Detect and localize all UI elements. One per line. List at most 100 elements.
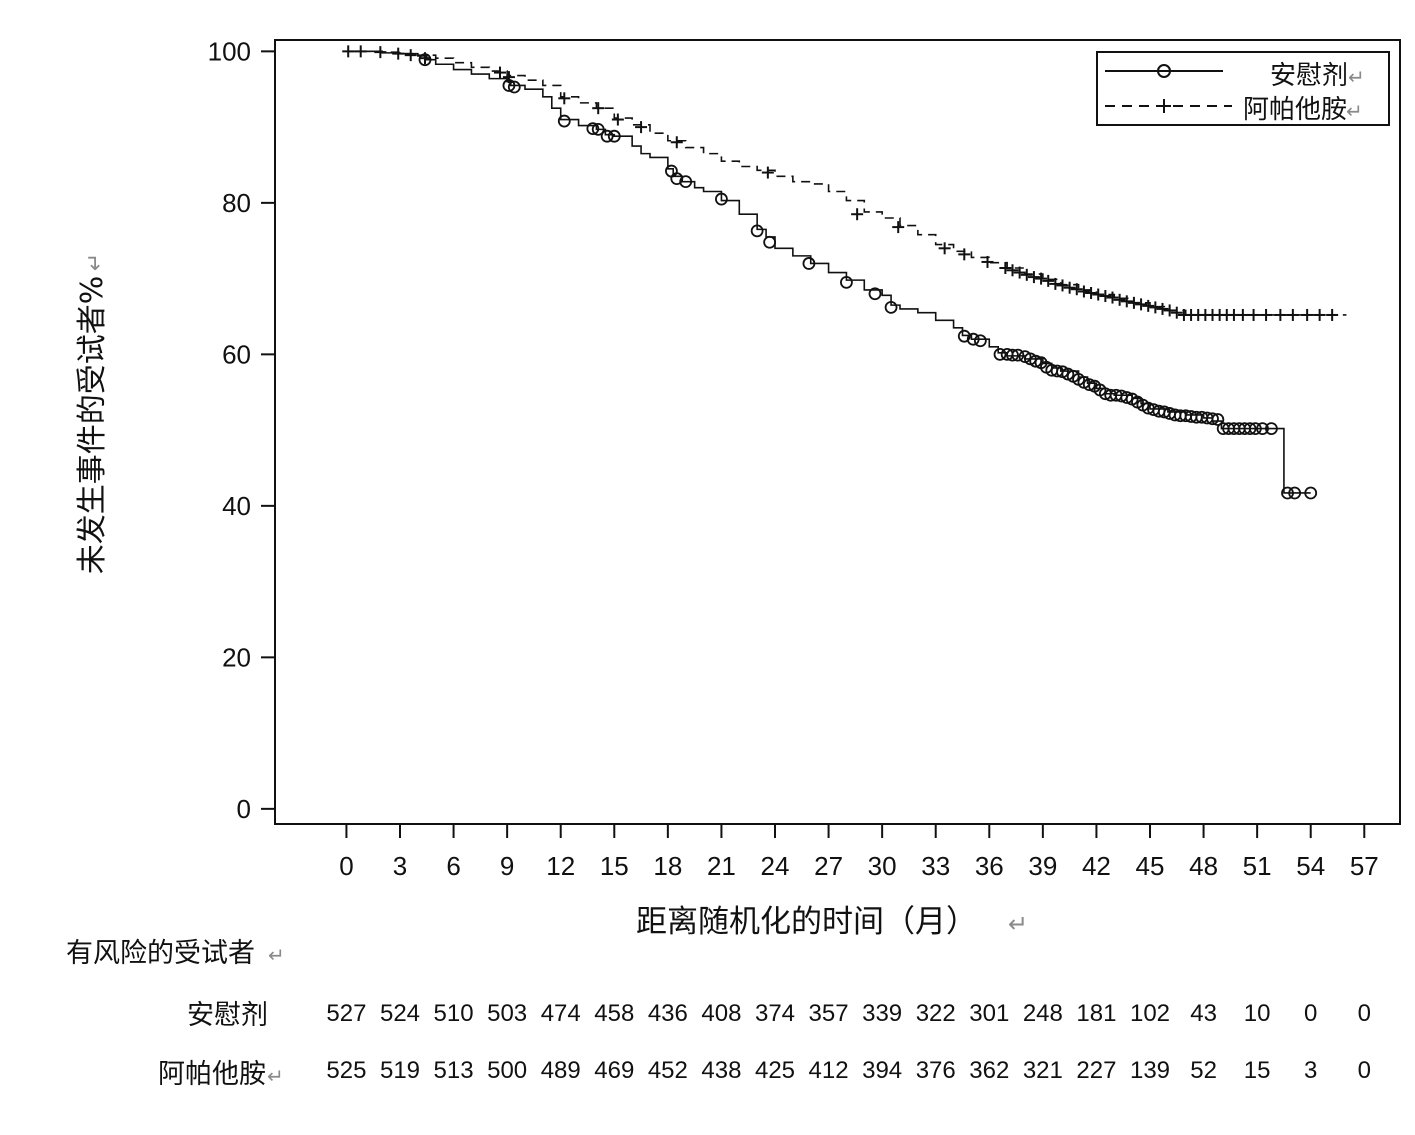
censor-mark-s1-25: [1042, 274, 1055, 287]
censor-mark-s1-16: [938, 242, 951, 255]
x-tick-label-30: 30: [868, 851, 897, 881]
at-risk-title: 有风险的受试者: [66, 938, 255, 969]
series-layer: [342, 45, 1347, 500]
censor-mark-s1-18: [981, 255, 994, 268]
legend-label-apalutamide: 阿帕他胺: [1243, 95, 1347, 125]
censor-mark-s0-13: [763, 235, 777, 249]
at-risk-value-r1-13: 321: [1023, 1057, 1063, 1084]
censor-mark-s1-42: [1163, 304, 1176, 317]
censor-mark-s1-37: [1127, 296, 1140, 309]
censor-mark-s1-32: [1092, 288, 1105, 301]
at-risk-value-r0-14: 181: [1076, 1000, 1116, 1027]
legend-box: [1096, 51, 1390, 126]
x-tick-label-12: 12: [546, 851, 575, 881]
at-risk-value-r0-12: 301: [969, 1000, 1009, 1027]
censor-mark-s1-11: [635, 121, 648, 134]
censor-mark-s1-39: [1142, 299, 1155, 312]
x-tick-label-33: 33: [921, 851, 950, 881]
censor-mark-s1-4: [404, 49, 417, 62]
censor-mark-s0-12: [750, 224, 764, 238]
censor-mark-s0-11: [715, 192, 728, 206]
at-risk-label-apalutamide: 阿帕他胺: [158, 1059, 266, 1090]
legend-marker-apalutamide: [1157, 99, 1171, 113]
censor-mark-s1-14: [851, 208, 864, 221]
at-risk-value-r1-0: 525: [326, 1057, 366, 1084]
at-risk-table: 527 524 510 503 474 458 436 408 374 357 339 322 301 2…: [326, 1000, 1371, 1084]
y-tick-label-40: 40: [222, 491, 251, 521]
at-risk-title-return-mark: ↵: [268, 943, 285, 967]
at-risk-value-r0-8: 374: [755, 1000, 795, 1027]
at-risk-value-r1-11: 376: [916, 1057, 956, 1084]
censor-mark-s1-0: [342, 45, 355, 58]
at-risk-value-r1-7: 438: [701, 1057, 741, 1084]
at-risk-value-r0-2: 510: [434, 1000, 474, 1027]
censor-mark-s1-19: [999, 262, 1012, 275]
at-risk-value-r1-2: 513: [434, 1057, 474, 1084]
at-risk-value-r0-17: 10: [1244, 1000, 1271, 1027]
at-risk-value-r1-19: 0: [1358, 1057, 1371, 1084]
censor-mark-s0-7: [607, 129, 621, 143]
y-tick-label-60: 60: [222, 339, 251, 369]
censor-mark-s1-15: [892, 221, 905, 234]
censor-mark-s1-59: [1326, 308, 1339, 321]
censor-mark-s0-71: [1281, 486, 1294, 500]
censor-mark-s0-3: [557, 114, 571, 128]
censor-mark-s1-54: [1260, 308, 1273, 321]
censor-mark-s0-37: [1082, 378, 1096, 392]
at-risk-value-r0-1: 524: [380, 1000, 420, 1027]
x-tick-label-9: 9: [500, 851, 514, 881]
at-risk-value-r1-3: 500: [487, 1057, 527, 1084]
y-tick-label-0: 0: [237, 794, 251, 824]
censor-mark-s1-31: [1085, 287, 1098, 300]
y-tick-label-20: 20: [222, 642, 251, 672]
censor-mark-s0-6: [600, 129, 614, 143]
series-line-1: [346, 50, 1347, 316]
censor-mark-s0-18: [957, 329, 971, 343]
at-risk-value-r1-17: 15: [1244, 1057, 1271, 1084]
at-risk-value-r0-7: 408: [701, 1000, 741, 1027]
censor-mark-s0-17: [884, 300, 898, 314]
x-tick-label-48: 48: [1189, 851, 1218, 881]
at-risk-value-r1-6: 452: [648, 1057, 688, 1084]
censor-mark-s1-27: [1056, 279, 1069, 292]
censor-mark-s0-70: [1265, 422, 1278, 435]
censor-mark-s1-12: [670, 136, 683, 149]
censor-mark-s1-2: [374, 46, 387, 59]
censor-mark-s1-56: [1286, 308, 1299, 321]
censor-mark-s1-23: [1027, 271, 1040, 284]
censor-mark-s0-5: [591, 122, 605, 136]
at-risk-value-r1-15: 139: [1130, 1057, 1170, 1084]
censor-mark-s1-24: [1035, 272, 1048, 285]
at-risk-value-r0-10: 339: [862, 1000, 902, 1027]
legend: 安慰剂 ↵ 阿帕他胺 ↵: [1096, 51, 1390, 126]
censor-mark-s0-69: [1256, 422, 1269, 435]
censor-mark-s1-41: [1156, 302, 1169, 315]
y-axis-label: 未发生事件的受试者%: [75, 276, 110, 575]
x-tick-label-42: 42: [1082, 851, 1111, 881]
censor-mark-s1-58: [1313, 308, 1326, 321]
legend-marker-placebo: [1157, 64, 1171, 78]
at-risk-value-r0-4: 474: [541, 1000, 581, 1027]
legend-return-mark-2: ↵: [1346, 99, 1363, 123]
x-axis-label-return-mark: ↵: [1008, 910, 1028, 938]
legend-label-placebo: 安慰剂: [1270, 61, 1348, 91]
at-risk-value-r0-18: 0: [1304, 1000, 1317, 1027]
censor-mark-s0-10: [679, 175, 693, 189]
censor-mark-s1-10: [611, 113, 624, 126]
censor-mark-s0-61: [1211, 413, 1225, 426]
x-tick-label-6: 6: [446, 851, 460, 881]
censor-mark-s0-2: [507, 80, 521, 94]
at-risk-value-r1-8: 425: [755, 1057, 795, 1084]
plot-frame: [274, 39, 1401, 825]
censor-mark-s1-35: [1113, 293, 1126, 306]
censor-mark-s0-67: [1243, 422, 1257, 435]
x-axis-label: 距离随机化的时间（月）: [636, 904, 977, 940]
censor-mark-s0-4: [586, 122, 600, 136]
at-risk-value-r0-0: 527: [326, 1000, 366, 1027]
censor-mark-s1-7: [502, 71, 515, 84]
x-tick-label-45: 45: [1136, 851, 1165, 881]
censor-mark-s1-34: [1106, 291, 1119, 304]
censor-mark-s0-73: [1304, 486, 1318, 500]
censor-mark-s1-9: [592, 102, 605, 115]
